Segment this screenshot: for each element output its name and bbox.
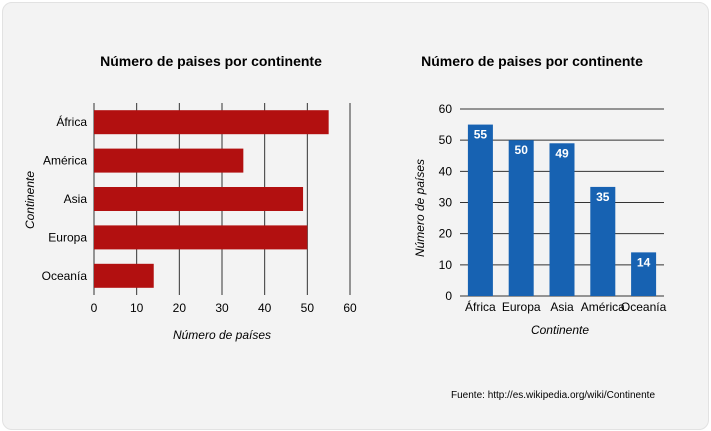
right-bar-asia [549,143,575,296]
right-y-tick-0: 0 [445,289,452,303]
left-bar-america [94,148,244,173]
left-x-tick-50: 50 [301,301,315,315]
left-x-tick-40: 40 [258,301,272,315]
left-category-label-europa: Europa [48,230,87,244]
right-y-tick-10: 10 [439,258,453,272]
left-chart-title: Número de paises por continente [100,53,322,69]
right-category-label-america: América [581,300,625,314]
left-category-label-america: América [43,154,87,168]
left-chart-ylabel: Continente [23,171,37,229]
left-chart-bars [94,110,329,288]
left-chart-xlabel: Número de países [173,328,271,342]
right-chart-title: Número de paises por continente [421,53,643,69]
right-y-tick-50: 50 [439,133,453,147]
left-x-tick-0: 0 [91,301,98,315]
left-bar-asia [94,187,304,211]
right-bar-africa [467,124,493,296]
right-category-label-africa: África [465,299,496,314]
right-chart-tick-labels: 0 10 20 30 40 50 60 [439,102,453,303]
left-bar-africa [94,110,329,135]
left-x-tick-20: 20 [173,301,187,315]
right-data-label-europa: 50 [515,143,529,157]
left-x-tick-10: 10 [130,301,144,315]
left-chart-category-labels: África América Asia Europa Oceanía [42,114,88,283]
right-data-label-asia: 49 [555,146,569,160]
right-data-label-africa: 55 [474,128,488,142]
right-category-label-europa: Europa [502,300,541,314]
right-chart-ylabel: Número de países [413,159,427,257]
right-data-label-oceania: 14 [637,255,651,269]
right-category-label-oceania: Oceanía [621,300,667,314]
right-chart-data-labels: 55 50 49 35 14 [474,128,651,270]
right-bar-oceania [631,252,657,296]
left-x-tick-60: 60 [343,301,357,315]
right-data-label-america: 35 [596,190,610,204]
left-bar-oceania [94,263,154,288]
left-category-label-africa: África [56,114,87,129]
left-category-label-asia: Asia [64,192,88,206]
source-note: Fuente: http://es.wikipedia.org/wiki/Con… [451,390,655,401]
right-chart-bars [467,124,657,296]
right-y-tick-60: 60 [439,102,453,116]
left-chart-tick-labels: 0 10 20 30 40 50 60 [91,301,357,315]
left-category-label-oceania: Oceanía [42,269,88,283]
right-chart-xlabel: Continente [531,323,589,337]
right-y-tick-20: 20 [439,227,453,241]
right-y-tick-40: 40 [439,164,453,178]
left-x-tick-30: 30 [215,301,229,315]
right-category-label-asia: Asia [550,300,574,314]
right-y-tick-30: 30 [439,196,453,210]
left-bar-europa [94,225,308,250]
right-bar-europa [508,140,534,296]
right-bar-america [590,186,616,296]
